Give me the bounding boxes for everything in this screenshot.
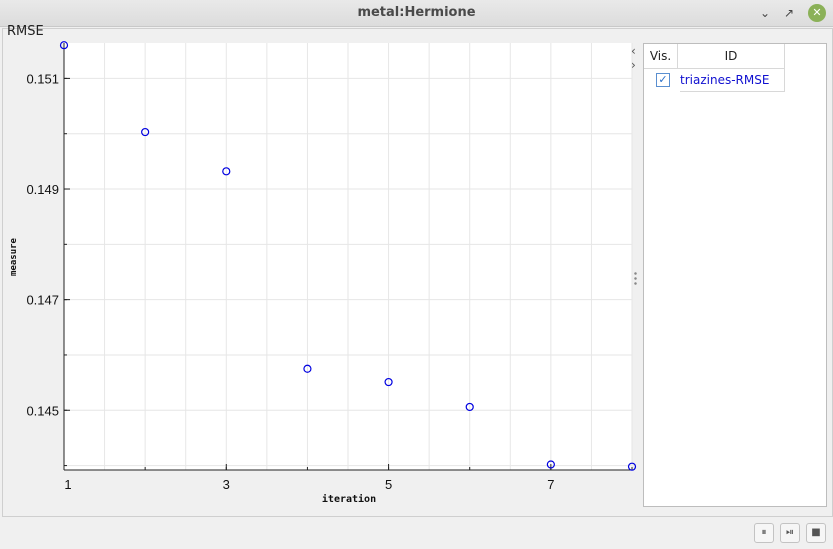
data-point xyxy=(59,41,69,50)
pause-button[interactable]: ⏸ xyxy=(754,523,774,543)
close-button[interactable]: ✕ xyxy=(808,4,826,22)
data-point xyxy=(546,460,555,469)
minimize-button[interactable]: ⌄ xyxy=(759,6,771,20)
header-id[interactable]: ID xyxy=(678,44,785,69)
data-point xyxy=(465,402,474,412)
x-axis-label: iteration xyxy=(322,493,376,505)
y-axis-label: measure xyxy=(9,237,19,276)
data-point xyxy=(384,377,393,387)
splitter-handle[interactable] xyxy=(634,271,637,285)
y-tick-label: 0.145 xyxy=(26,403,59,418)
data-point xyxy=(141,127,150,137)
stop-button[interactable]: ■ xyxy=(806,523,826,543)
data-point xyxy=(303,364,312,373)
data-point xyxy=(222,167,231,176)
points xyxy=(59,41,637,471)
legend-table: Vis. ID ✓ triazines-RMSE xyxy=(643,43,827,507)
series-id[interactable]: triazines-RMSE xyxy=(680,69,785,92)
visibility-checkbox[interactable]: ✓ xyxy=(656,73,670,87)
header-vis[interactable]: Vis. xyxy=(644,44,678,69)
chart-title: RMSE xyxy=(7,24,44,39)
data-point xyxy=(627,462,637,471)
prev-icon[interactable]: ‹ xyxy=(631,44,636,58)
x-tick-label: 1 xyxy=(64,477,71,492)
y-tick-label: 0.149 xyxy=(26,182,59,197)
x-tick-label: 3 xyxy=(223,477,230,492)
next-icon[interactable]: › xyxy=(631,58,636,72)
chart: 1 3 5 7 0.145 0.147 0.149 0.151 iteration measu… xyxy=(9,41,637,505)
grid xyxy=(63,43,633,470)
title-bar: metal:Hermione ⌄ ↗ ✕ xyxy=(0,0,833,27)
restore-button[interactable]: ↗ xyxy=(783,6,795,20)
ticks: 1 3 5 7 0.145 0.147 0.149 0.151 xyxy=(26,71,633,492)
y-tick-label: 0.147 xyxy=(26,293,59,308)
x-tick-label: 7 xyxy=(547,477,554,492)
step-button[interactable]: ⏯ xyxy=(780,523,800,543)
axes xyxy=(63,43,632,471)
x-tick-label: 5 xyxy=(385,477,392,492)
y-tick-label: 0.151 xyxy=(26,71,59,86)
window-title: metal:Hermione xyxy=(357,5,476,20)
